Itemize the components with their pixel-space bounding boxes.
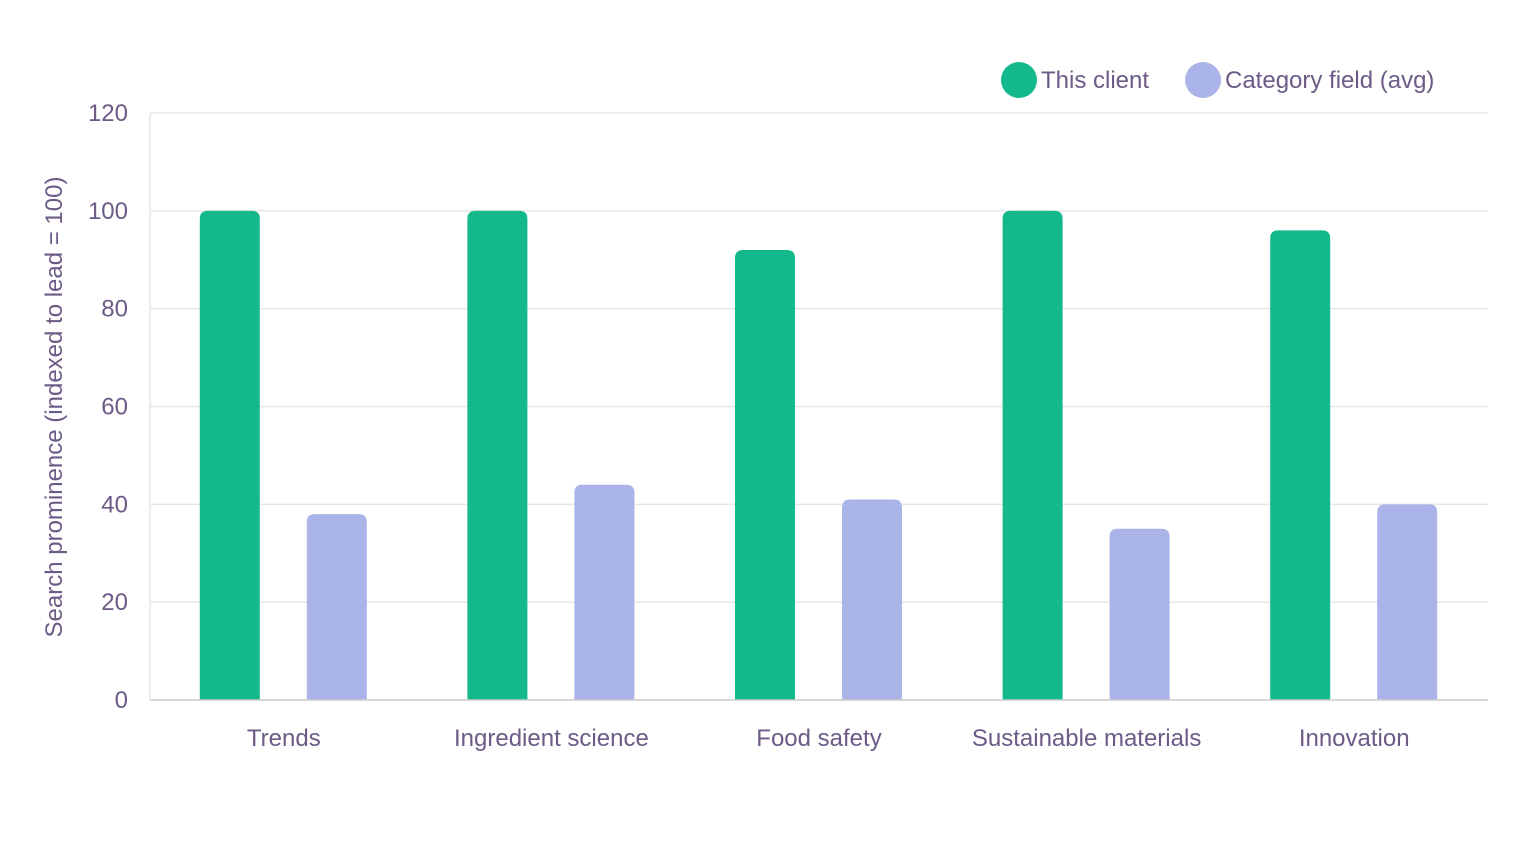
legend-item-this-client[interactable]: This client xyxy=(1001,62,1149,98)
bar-category-field[interactable] xyxy=(574,484,635,700)
legend-swatch xyxy=(1001,62,1037,98)
x-tick-label: Food safety xyxy=(756,725,881,752)
bar-this-client[interactable] xyxy=(1002,210,1063,701)
x-axis-ticks: Trends Ingredient science Food safety Susta… xyxy=(247,725,1410,752)
y-axis-label: Search prominence (indexed to lead = 100… xyxy=(41,177,68,638)
y-tick-label: 80 xyxy=(101,296,128,323)
y-tick-label: 120 xyxy=(88,100,128,127)
legend: This client Category field (avg) xyxy=(1001,62,1434,98)
y-axis-ticks: 0 20 40 60 80 100 120 xyxy=(88,100,128,714)
bar-this-client[interactable] xyxy=(199,210,260,701)
bar-category-field[interactable] xyxy=(1377,504,1438,700)
legend-label: Category field (avg) xyxy=(1225,67,1434,94)
bar-category-field[interactable] xyxy=(306,514,367,700)
bar-category-field[interactable] xyxy=(1109,528,1170,700)
x-tick-label: Innovation xyxy=(1299,725,1410,752)
bar-this-client[interactable] xyxy=(735,249,795,700)
x-tick-label: Ingredient science xyxy=(454,725,649,752)
y-tick-label: 60 xyxy=(101,394,128,421)
y-tick-label: 100 xyxy=(88,198,128,225)
bar-this-client[interactable] xyxy=(467,210,528,701)
y-tick-label: 40 xyxy=(101,491,128,518)
y-tick-label: 0 xyxy=(115,687,128,714)
legend-item-category-field[interactable]: Category field (avg) xyxy=(1185,62,1434,98)
bar-category-field[interactable] xyxy=(842,499,902,700)
grid-lines xyxy=(149,112,1488,700)
bars xyxy=(199,210,1438,701)
bar-this-client[interactable] xyxy=(1270,230,1331,700)
x-tick-label: Trends xyxy=(247,725,321,752)
y-tick-label: 20 xyxy=(101,589,128,616)
x-tick-label: Sustainable materials xyxy=(972,725,1201,752)
legend-swatch xyxy=(1185,62,1221,98)
legend-label: This client xyxy=(1041,67,1149,94)
